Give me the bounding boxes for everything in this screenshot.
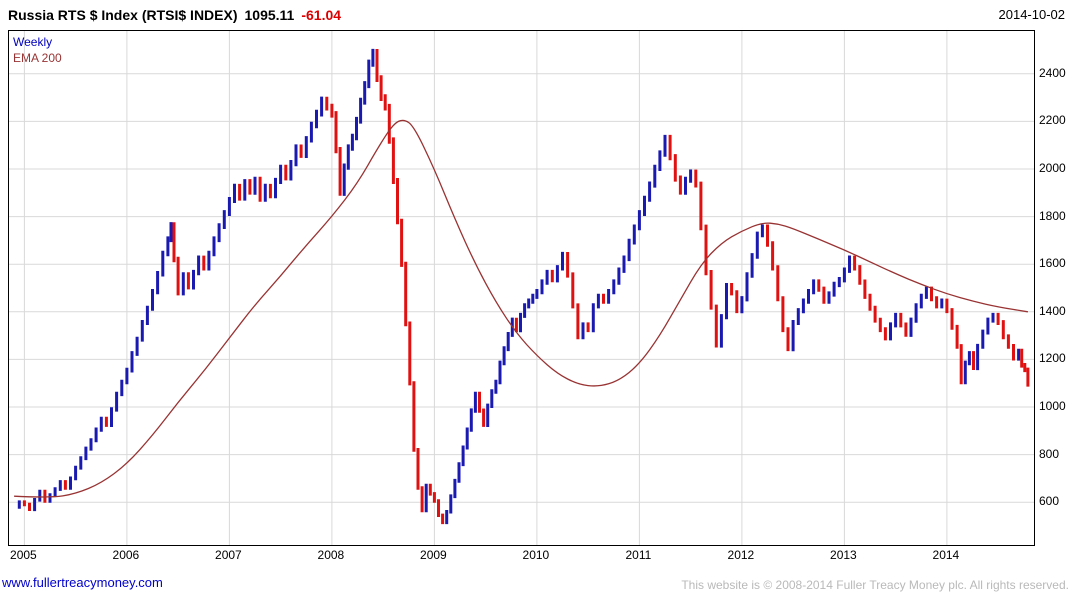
up-bars [17,48,1021,525]
y-axis-label: 1600 [1039,256,1066,271]
x-axis-label: 2010 [522,548,550,562]
x-axis-label: 2012 [727,548,755,562]
chart-header: Russia RTS $ Index (RTSI$ INDEX) 1095.11-… [0,0,1075,28]
x-axis-label: 2013 [830,548,857,562]
site-link[interactable]: www.fullertreacymoney.com [2,575,163,590]
chart-date: 2014-10-02 [998,7,1066,22]
x-axis-label: 2011 [625,548,652,562]
x-axis-label: 2005 [10,548,37,562]
page-title: Russia RTS $ Index (RTSI$ INDEX) [8,7,238,23]
y-axis-label: 800 [1039,446,1060,461]
y-axis-label: 2000 [1039,161,1066,176]
x-axis-label: 2014 [932,548,960,562]
last-price: 1095.11 [244,7,295,23]
ema-line [14,119,1029,498]
down-bars [22,49,1030,525]
x-axis-label: 2008 [317,548,345,562]
x-axis-label: 2007 [215,548,242,562]
y-axis-label: 1400 [1039,303,1066,318]
y-axis-label: 1800 [1039,208,1066,223]
copyright-text: This website is © 2008-2014 Fuller Treac… [681,578,1069,592]
legend-timeframe-label: Weekly [13,35,53,49]
y-axis-label: 2400 [1039,65,1066,80]
price-chart [9,31,1034,545]
chart-area [8,30,1035,546]
legend-ema-label: EMA 200 [13,51,62,65]
price-change: -61.04 [301,7,342,23]
y-axis-label: 2200 [1039,113,1066,128]
x-axis-label: 2006 [112,548,140,562]
x-axis-label: 2009 [420,548,447,562]
y-axis-label: 600 [1039,494,1060,509]
y-axis-label: 1000 [1039,398,1066,413]
title-group: Russia RTS $ Index (RTSI$ INDEX) 1095.11-… [8,7,341,23]
chart-legend: Weekly EMA 200 [13,34,62,66]
y-axis-label: 1200 [1039,351,1066,366]
